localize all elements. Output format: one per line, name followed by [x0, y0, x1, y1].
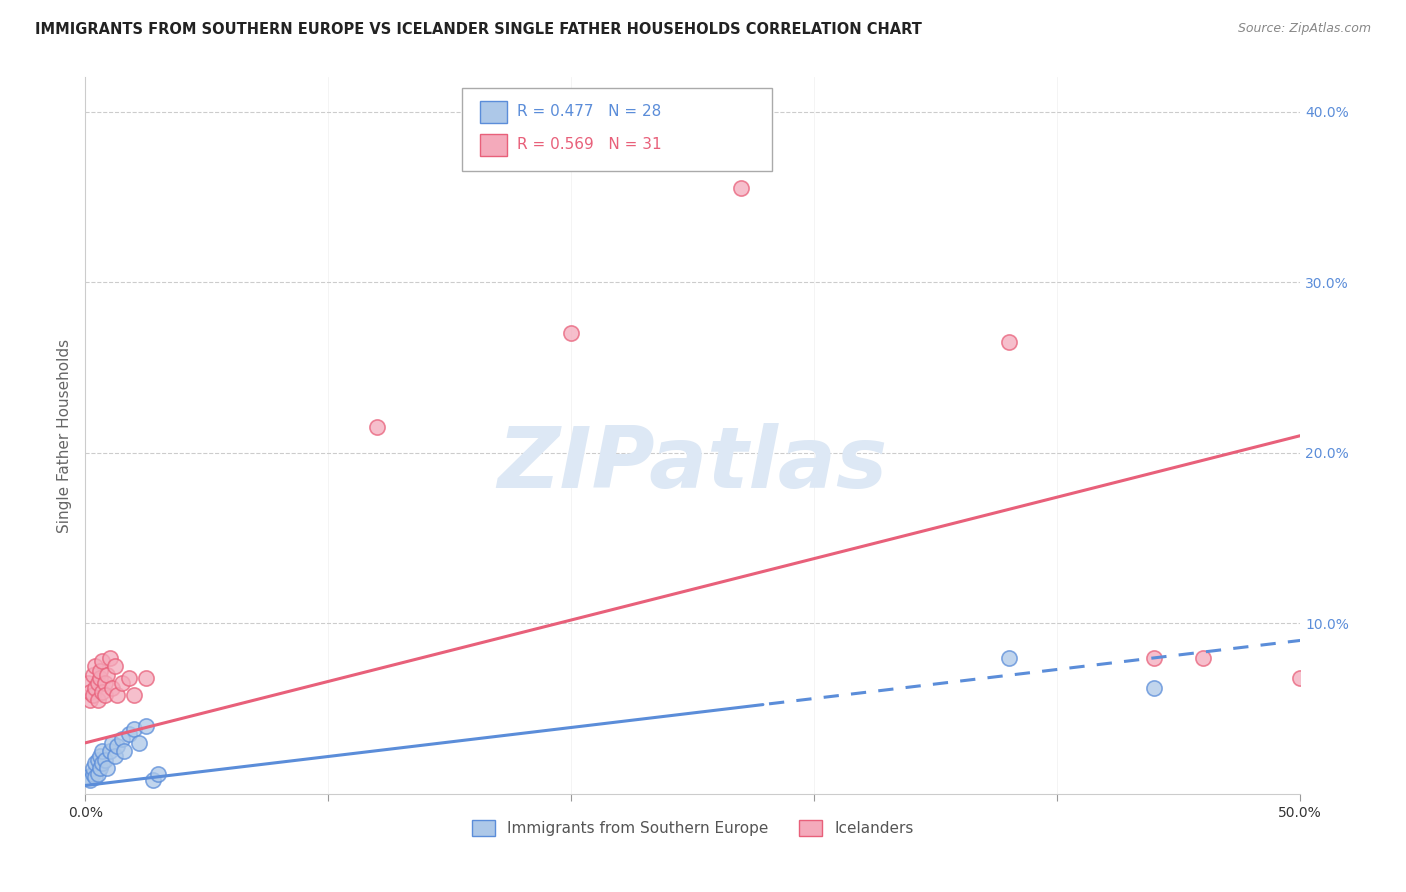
Point: [94, 688, 117, 702]
Point: [91, 654, 114, 668]
Point: [122, 722, 145, 736]
FancyBboxPatch shape: [463, 88, 772, 170]
Text: ZIPatlas: ZIPatlas: [498, 423, 887, 506]
Point: [82, 667, 104, 681]
Point: [1289, 671, 1312, 685]
Point: [105, 688, 128, 702]
Point: [89, 749, 111, 764]
Point: [96, 667, 118, 681]
Point: [91, 756, 114, 771]
Point: [118, 671, 141, 685]
Point: [118, 727, 141, 741]
Point: [111, 732, 134, 747]
Point: [89, 761, 111, 775]
Point: [98, 650, 121, 665]
Point: [86, 693, 108, 707]
Y-axis label: Single Father Households: Single Father Households: [58, 339, 72, 533]
Point: [79, 693, 101, 707]
FancyBboxPatch shape: [481, 101, 508, 122]
Point: [82, 688, 104, 702]
Point: [94, 753, 117, 767]
Point: [91, 684, 114, 698]
Point: [142, 773, 165, 788]
Point: [79, 773, 101, 788]
Point: [86, 753, 108, 767]
Point: [103, 749, 125, 764]
Text: Source: ZipAtlas.com: Source: ZipAtlas.com: [1237, 22, 1371, 36]
Point: [84, 681, 107, 696]
Point: [98, 744, 121, 758]
Point: [101, 681, 124, 696]
Point: [997, 334, 1019, 349]
Point: [560, 326, 582, 341]
Point: [105, 739, 128, 754]
Point: [89, 664, 111, 678]
Point: [135, 671, 157, 685]
Point: [96, 761, 118, 775]
Point: [86, 766, 108, 780]
Point: [122, 688, 145, 702]
Point: [135, 719, 157, 733]
Point: [89, 671, 111, 685]
Point: [76, 770, 98, 784]
Point: [997, 650, 1019, 665]
Point: [82, 761, 104, 775]
Point: [84, 659, 107, 673]
Point: [103, 659, 125, 673]
Point: [86, 676, 108, 690]
Text: R = 0.569   N = 31: R = 0.569 N = 31: [516, 137, 661, 153]
Text: R = 0.477   N = 28: R = 0.477 N = 28: [516, 104, 661, 120]
Point: [112, 744, 135, 758]
Point: [94, 676, 117, 690]
Legend: Immigrants from Southern Europe, Icelanders: Immigrants from Southern Europe, Iceland…: [464, 813, 921, 844]
FancyBboxPatch shape: [481, 134, 508, 155]
Point: [101, 736, 124, 750]
Point: [1143, 681, 1166, 696]
Point: [79, 684, 101, 698]
Point: [730, 181, 752, 195]
Point: [82, 766, 104, 780]
Point: [84, 756, 107, 771]
Text: IMMIGRANTS FROM SOUTHERN EUROPE VS ICELANDER SINGLE FATHER HOUSEHOLDS CORRELATIO: IMMIGRANTS FROM SOUTHERN EUROPE VS ICELA…: [35, 22, 922, 37]
Point: [148, 766, 170, 780]
Point: [366, 420, 388, 434]
Point: [76, 676, 98, 690]
Point: [1143, 650, 1166, 665]
Point: [84, 770, 107, 784]
Point: [1192, 650, 1215, 665]
Point: [91, 744, 114, 758]
Point: [128, 736, 150, 750]
Point: [111, 676, 134, 690]
